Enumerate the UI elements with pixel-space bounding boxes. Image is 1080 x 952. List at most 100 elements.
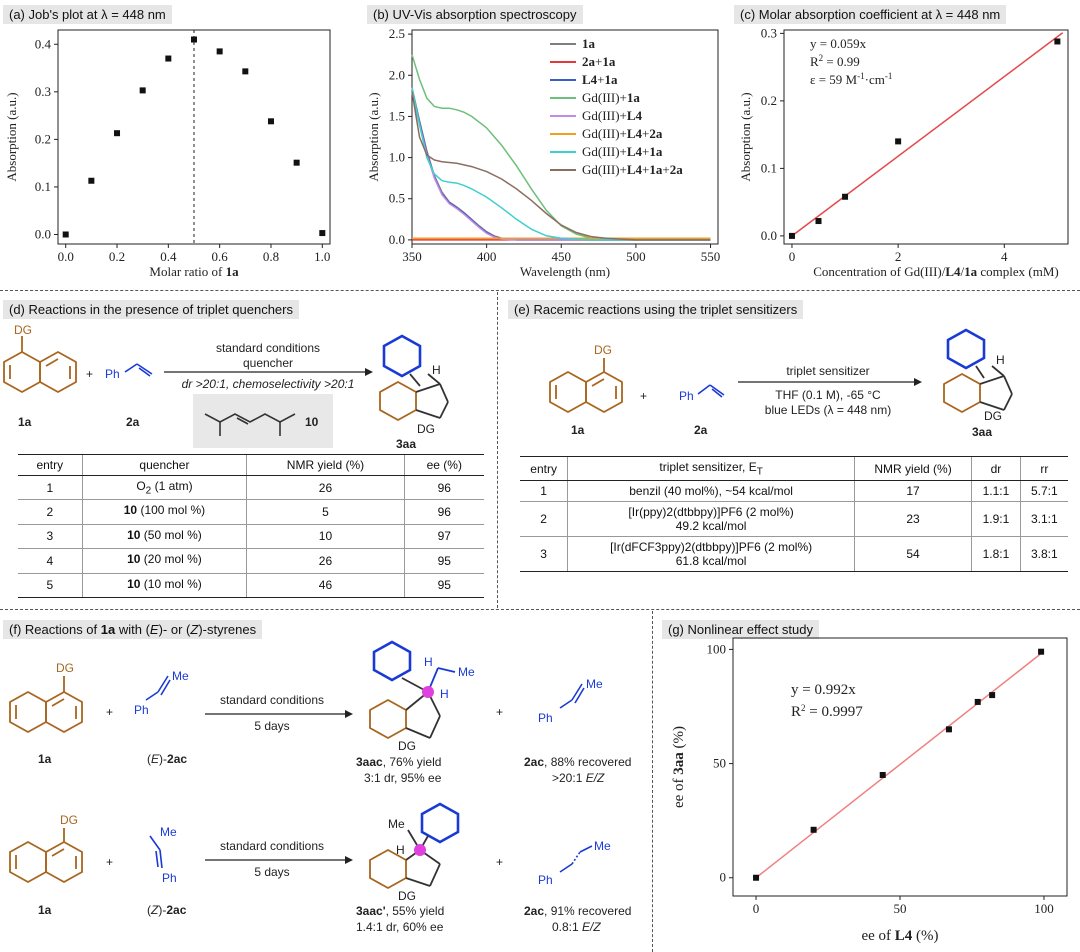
cell-yield: 17 <box>853 480 972 502</box>
recovered-ez-f1: >20:1 E/Z <box>552 771 605 785</box>
arrow-d-text3: dr >20:1, chemoselectivity >20:1 <box>182 377 355 391</box>
y-tick-label: 0.5 <box>389 191 405 206</box>
y-tick-label: 0.3 <box>761 25 777 40</box>
y-tick-label: 1.0 <box>389 150 405 165</box>
data-point <box>753 874 760 881</box>
panel-f-label-pre: (f) Reactions of <box>9 622 101 637</box>
panel-d-label: (d) Reactions in the presence of triplet… <box>3 300 299 319</box>
data-point <box>974 698 981 705</box>
data-point <box>879 771 886 778</box>
equation-label: y = 0.992x <box>791 682 856 698</box>
plus-e: + <box>640 389 647 403</box>
cell-quencher: 10 (10 mol %) <box>81 572 247 598</box>
ph-label-f1c: Ph <box>538 711 553 725</box>
me-label-f1b: Me <box>458 665 475 679</box>
cell-sensitizer: [Ir(ppy)2(dtbbpy)]PF6 (2 mol%) 49.2 kcal/… <box>567 501 855 537</box>
cell-ee: 95 <box>403 548 484 574</box>
cell-yield: 10 <box>246 523 405 549</box>
uv-vis-chart: 350 400 450 500 550 0.0 0.5 1.0 1.5 2.0 2.5 1a 2a+1a… <box>366 26 720 279</box>
plus-f2: + <box>106 855 113 869</box>
cell-quencher-main: (10 mol %) <box>140 576 202 591</box>
product-3aac-dr-ee: 3:1 dr, 95% ee <box>364 771 442 785</box>
table-row: 4 10 (20 mol %) 26 95 <box>18 548 484 574</box>
y-tick-label: 1.5 <box>389 108 405 123</box>
dg-label-f2: DG <box>60 813 78 827</box>
y-tick-label: 0.1 <box>35 179 51 194</box>
dg-label-e2: DG <box>984 409 1002 423</box>
legend-entry: L4+1a <box>582 72 618 87</box>
cell-dr: 1.8:1 <box>971 536 1021 573</box>
h-label-f1a: H <box>424 655 433 669</box>
panel-f-label-mid2: )- or ( <box>158 622 191 637</box>
recovered-ez-f2: 0.8:1 E/Z <box>552 920 601 934</box>
y-tick-label: 0.2 <box>35 131 51 146</box>
cell-entry: 1 <box>520 480 568 502</box>
arrow-e-text1: triplet sensitizer <box>786 364 869 378</box>
data-point <box>88 177 95 184</box>
cell-quencher-main: (100 mol %) <box>137 503 206 518</box>
x-tick-label: 1.0 <box>314 249 330 264</box>
dg-label-d2: DG <box>417 422 435 436</box>
h-label-f1b: H <box>440 687 449 701</box>
cell-quencher: 10 (100 mol %) <box>81 499 247 525</box>
stereocenter-marker-f2 <box>414 844 426 856</box>
x-tick-label: 0.0 <box>58 249 74 264</box>
epsilon-label: ε = 59 M-1·cm-1 <box>810 71 892 87</box>
styrene-2a-structure <box>124 363 153 377</box>
cell-yield: 54 <box>853 536 972 573</box>
plot-frame <box>783 29 1069 245</box>
cell-entry: 3 <box>18 523 83 549</box>
table-row: 1 benzil (40 mol%), ~54 kcal/mol 17 1.1:1 5.… <box>520 480 1068 502</box>
panel-g-label: (g) Nonlinear effect study <box>662 620 819 639</box>
y-tick-label: 0.2 <box>761 93 777 108</box>
arrow-f1-bottom: 5 days <box>254 719 289 733</box>
y-axis-label: Absorption (a.u.) <box>738 92 753 181</box>
col-rr: rr <box>1019 455 1068 482</box>
table-row: 2 [Ir(ppy)2(dtbbpy)]PF6 (2 mol%) 49.2 kcal… <box>520 501 1068 537</box>
cell-dr: 1.9:1 <box>971 501 1021 537</box>
h-label-d: H <box>432 363 441 377</box>
recovered-2ac-structure-f2 <box>559 845 593 873</box>
recovered-2ac-structure-f1 <box>559 683 585 709</box>
scheme-e-structures: DG 1a + Ph 2a triplet sensitizer THF (0.… <box>549 328 1013 439</box>
label-1a-e: 1a <box>571 423 585 437</box>
legend-entry: Gd(III)+L4+2a <box>582 126 663 141</box>
data-point <box>62 231 69 238</box>
product-3aac-prime-dr-ee: 1.4:1 dr, 60% ee <box>356 920 444 934</box>
label-3aa-e: 3aa <box>972 425 992 439</box>
h-label-e: H <box>996 353 1005 367</box>
y-tick-label: 0.0 <box>389 232 405 247</box>
nonlinear-effect-chart: 0 50 100 0 50 100 y = 0.992x R2 = 0.9997 ee of L… <box>671 637 1068 944</box>
x-tick-label: 4 <box>1001 249 1008 264</box>
table-row: 1 O2 (1 atm) 26 96 <box>18 474 484 500</box>
label-2a-d: 2a <box>126 415 140 429</box>
x-tick-label: 500 <box>626 249 646 264</box>
y-axis-label: Absorption (a.u.) <box>366 92 381 181</box>
label-z-2ac: (Z)-2ac <box>147 903 187 917</box>
e-styrene-structure <box>145 675 171 701</box>
naphthalene-1a-structure <box>3 336 77 394</box>
data-point <box>1038 648 1045 655</box>
me-label-f1c: Me <box>586 677 603 691</box>
cell-sensitizer-line1: [Ir(ppy)2(dtbbpy)]PF6 (2 mol%) <box>628 505 794 520</box>
table-row: 5 10 (10 mol %) 46 95 <box>18 572 484 598</box>
x-tick-label: 450 <box>552 249 572 264</box>
panel-f-label-e: E <box>149 622 159 637</box>
x-tick-label: 2 <box>895 249 902 264</box>
naphthalene-1a-structure-f1 <box>9 676 83 734</box>
stereocenter-marker-f1 <box>422 686 434 698</box>
label-1a-f2: 1a <box>38 903 52 917</box>
y-tick-label: 0.1 <box>761 160 777 175</box>
label-1a-d: 1a <box>18 415 32 429</box>
quencher-10-structure <box>204 413 296 436</box>
cell-sensitizer-line2: 49.2 kcal/mol <box>675 519 747 534</box>
z-styrene-structure <box>149 835 163 869</box>
quencher-10-box <box>193 394 333 448</box>
r-squared-label: R2 = 0.99 <box>810 53 860 69</box>
plus-f1: + <box>106 705 113 719</box>
arrow-d-text1: standard conditions <box>216 341 320 355</box>
label-1a-f1: 1a <box>38 752 52 766</box>
cell-ee: 96 <box>403 499 484 525</box>
dg-label-f1: DG <box>56 661 74 675</box>
